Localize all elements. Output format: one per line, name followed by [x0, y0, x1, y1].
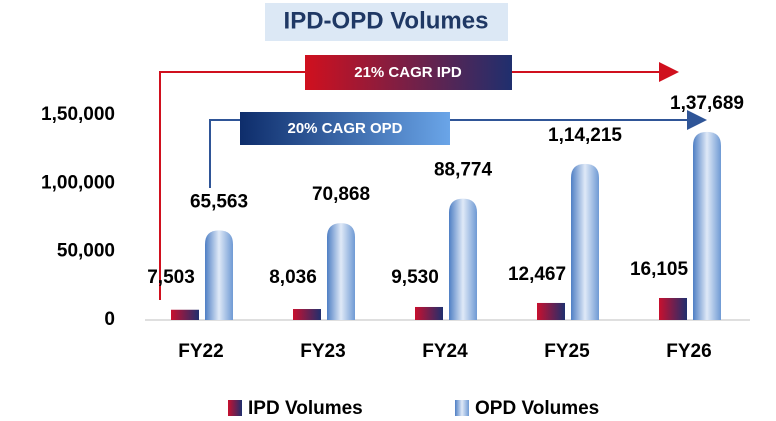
annotation: 20% CAGR OPD	[287, 120, 402, 137]
bar	[449, 198, 477, 320]
title-bg	[265, 3, 508, 41]
x-tick-label: FY22	[178, 341, 223, 362]
bar	[537, 302, 565, 320]
x-tick-label: FY24	[422, 341, 468, 362]
bar	[205, 230, 233, 320]
x-tick-label: FY25	[544, 341, 590, 362]
legend-label: OPD Volumes	[475, 398, 599, 419]
legend-label: IPD Volumes	[248, 398, 363, 419]
data-label: 70,868	[312, 184, 370, 205]
x-tick-label: FY23	[300, 341, 345, 362]
annotation-box	[240, 112, 450, 145]
y-tick-label: 50,000	[57, 241, 115, 262]
data-label: 1,14,215	[548, 125, 622, 146]
cagr-arrow	[209, 110, 707, 188]
bar	[327, 223, 355, 320]
chart-title: IPD-OPD Volumes	[284, 7, 489, 34]
data-label: 7,503	[147, 267, 195, 288]
x-tick-label: FY26	[666, 341, 711, 362]
bar	[693, 131, 721, 320]
bar	[293, 309, 321, 320]
bar	[171, 309, 199, 320]
data-label: 12,467	[508, 264, 566, 285]
data-label: 16,105	[630, 259, 689, 280]
legend-swatch	[228, 400, 242, 416]
bar	[571, 163, 599, 320]
annotation: 21% CAGR IPD	[354, 64, 462, 81]
bar	[659, 297, 687, 320]
data-label: 88,774	[434, 160, 493, 181]
data-label: 65,563	[190, 191, 248, 212]
y-tick-label: 1,50,000	[41, 104, 115, 125]
annotation-box	[305, 55, 512, 90]
data-label: 9,530	[391, 267, 439, 288]
data-label: 8,036	[269, 267, 317, 288]
y-tick-label: 0	[104, 309, 115, 330]
y-tick-label: 1,00,000	[41, 172, 115, 193]
legend-swatch	[455, 400, 469, 416]
data-label: 1,37,689	[670, 93, 744, 114]
bar	[415, 306, 443, 320]
